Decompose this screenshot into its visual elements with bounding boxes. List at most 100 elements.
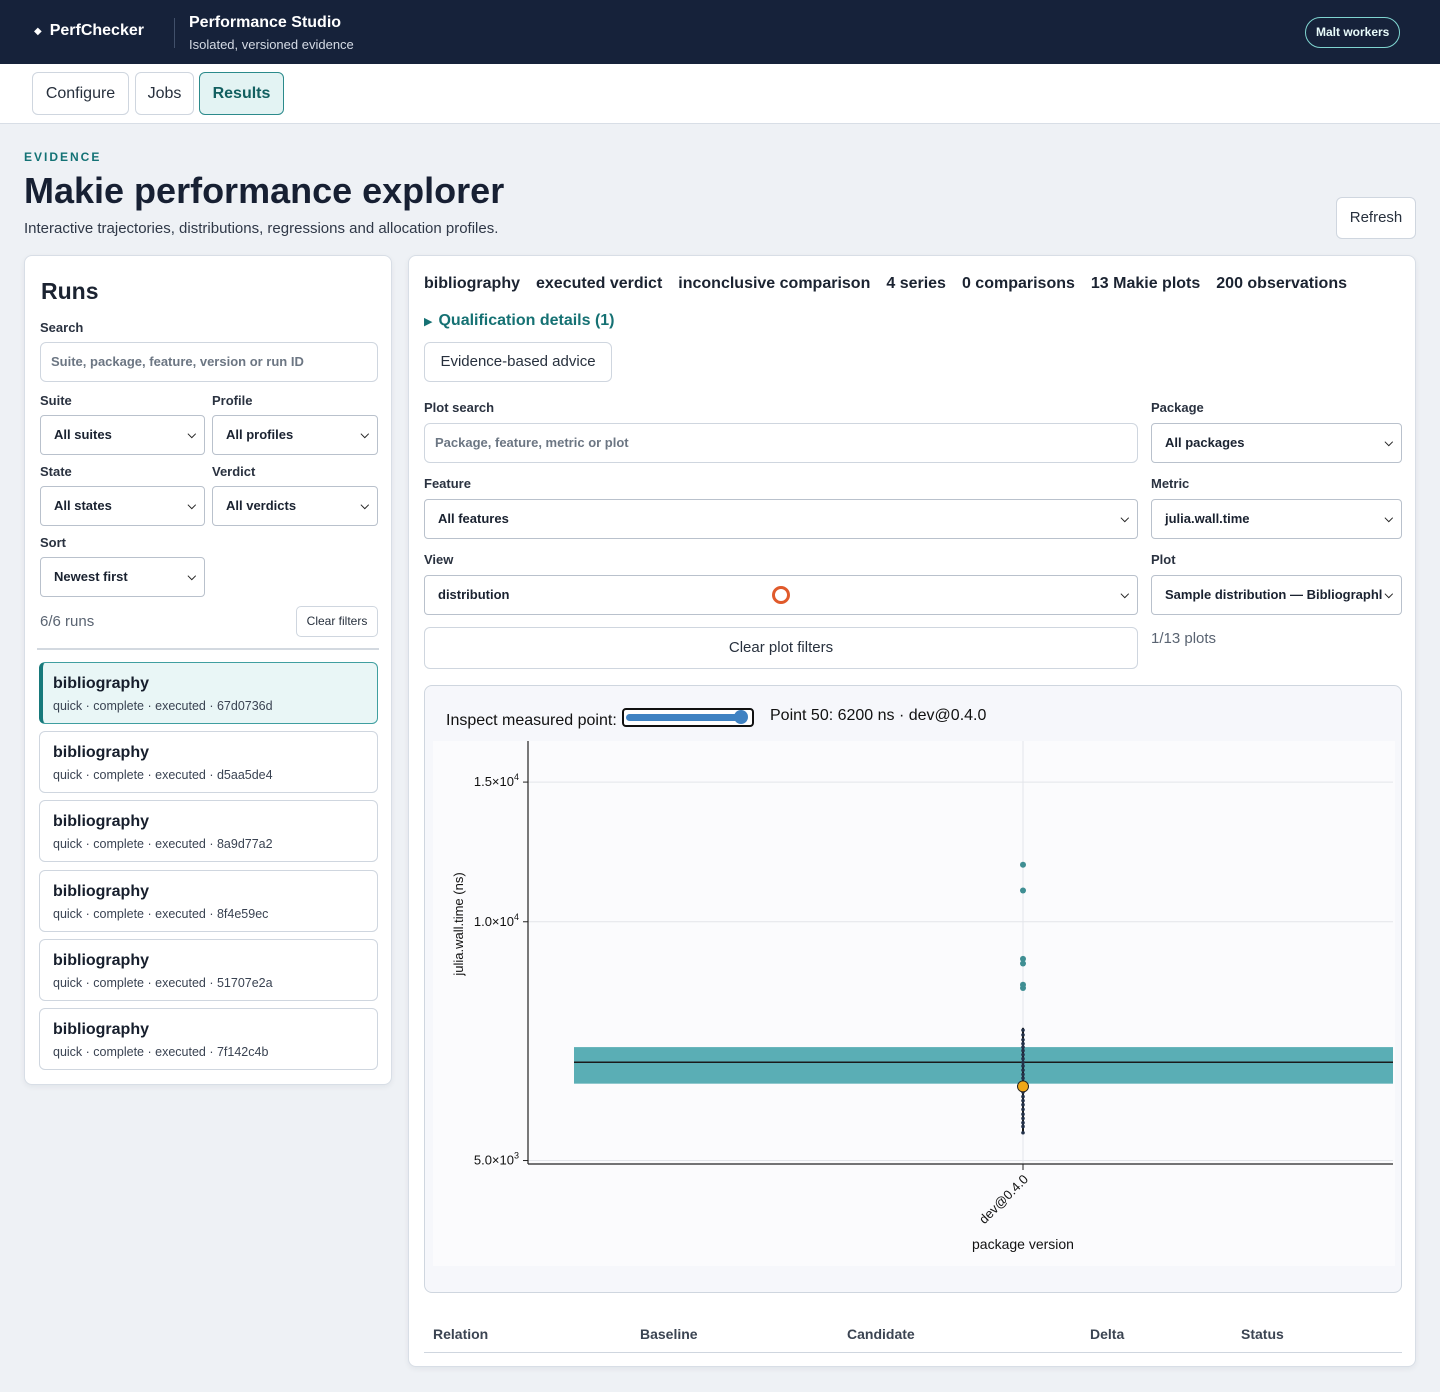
run-card[interactable]: bibliography quick · complete · executed… bbox=[39, 800, 378, 862]
metric-select[interactable]: julia.wall.time ⌵ bbox=[1151, 499, 1402, 539]
profile-select[interactable]: All profiles ⌵ bbox=[212, 415, 378, 455]
sort-label: Sort bbox=[40, 535, 66, 550]
sort-select[interactable]: Newest first ⌵ bbox=[40, 557, 205, 597]
chart-background bbox=[433, 741, 1395, 1266]
feature-label: Feature bbox=[424, 476, 471, 491]
outlier-point bbox=[1020, 887, 1026, 894]
data-point bbox=[1021, 1033, 1025, 1037]
data-point bbox=[1021, 1112, 1025, 1116]
profile-label: Profile bbox=[212, 393, 253, 408]
run-name: bibliography bbox=[53, 675, 149, 692]
run-card[interactable]: bibliography quick · complete · executed… bbox=[39, 870, 378, 932]
chevron-down-icon: ⌵ bbox=[187, 571, 196, 583]
summary-series: 4 series bbox=[886, 275, 946, 292]
plot-label: Plot bbox=[1151, 552, 1176, 567]
chevron-down-icon: ⌵ bbox=[1384, 437, 1393, 449]
brand-name: PerfChecker bbox=[49, 22, 144, 39]
data-point bbox=[1021, 1068, 1025, 1072]
run-card[interactable]: bibliography quick · complete · executed… bbox=[39, 731, 378, 793]
run-meta: quick · complete · executed · 51707e2a bbox=[53, 976, 273, 990]
verdict-label: Verdict bbox=[212, 464, 256, 479]
data-point bbox=[1021, 1072, 1025, 1077]
run-card[interactable]: bibliography quick · complete · executed… bbox=[39, 939, 378, 1001]
column-baseline: Baseline bbox=[640, 1326, 698, 1342]
suite-select[interactable]: All suites ⌵ bbox=[40, 415, 205, 455]
top-bar: ◆ PerfChecker Performance Studio Isolate… bbox=[0, 0, 1440, 64]
package-select[interactable]: All packages ⌵ bbox=[1151, 423, 1402, 463]
run-card[interactable]: bibliography quick · complete · executed… bbox=[39, 662, 378, 724]
chevron-down-icon: ⌵ bbox=[1120, 513, 1129, 525]
box-layer bbox=[574, 1027, 1393, 1133]
refresh-button[interactable]: Refresh bbox=[1336, 197, 1416, 239]
slider-thumb[interactable] bbox=[734, 710, 748, 724]
outlier-point bbox=[1020, 861, 1026, 868]
clear-filters-button[interactable]: Clear filters bbox=[296, 606, 378, 637]
data-point bbox=[1021, 1037, 1025, 1042]
divider bbox=[174, 18, 175, 48]
runs-count: 6/6 runs bbox=[40, 613, 95, 630]
run-search-input[interactable]: Suite, package, feature, version or run … bbox=[40, 342, 378, 382]
data-point bbox=[1021, 1098, 1025, 1103]
brand[interactable]: ◆ PerfChecker bbox=[34, 22, 144, 40]
outlier-point bbox=[1020, 981, 1026, 988]
outlier-point bbox=[1020, 955, 1026, 962]
view-select[interactable]: distribution ⌵ bbox=[424, 575, 1138, 615]
outlier-point bbox=[1020, 960, 1026, 967]
chevron-down-icon: ⌵ bbox=[1382, 576, 1393, 614]
plot-select-value: Sample distribution — Bibliographl bbox=[1165, 587, 1383, 602]
summary-comparisons: 0 comparisons bbox=[961, 275, 1075, 292]
cursor-indicator-icon bbox=[772, 586, 790, 604]
state-select[interactable]: All states ⌵ bbox=[40, 486, 205, 526]
run-meta: quick · complete · executed · 8f4e59ec bbox=[53, 907, 269, 921]
page-title: Makie performance explorer bbox=[24, 170, 505, 211]
run-meta: quick · complete · executed · 67d0736d bbox=[53, 699, 273, 713]
run-name: bibliography bbox=[53, 813, 149, 830]
diamond-icon: ◆ bbox=[34, 25, 42, 37]
qualification-label: Qualification details (1) bbox=[438, 312, 615, 329]
tab-jobs[interactable]: Jobs bbox=[135, 72, 194, 115]
page-subtitle: Interactive trajectories, distributions,… bbox=[24, 220, 499, 237]
plots-count: 1/13 plots bbox=[1151, 630, 1217, 647]
data-point bbox=[1021, 1102, 1025, 1107]
qualification-details-toggle[interactable]: ▶ Qualification details (1) bbox=[424, 312, 615, 330]
run-card[interactable]: bibliography quick · complete · executed… bbox=[39, 1008, 378, 1070]
data-point bbox=[1021, 1041, 1025, 1046]
plot-search-input[interactable]: Package, feature, metric or plot bbox=[424, 423, 1138, 463]
run-meta: quick · complete · executed · d5aa5de4 bbox=[53, 768, 273, 782]
chevron-down-icon: ⌵ bbox=[360, 429, 369, 441]
sort-select-value: Newest first bbox=[54, 569, 128, 584]
runs-panel: Runs Search Suite, package, feature, ver… bbox=[24, 255, 392, 1085]
data-point bbox=[1021, 1064, 1025, 1068]
verdict-select[interactable]: All verdicts ⌵ bbox=[212, 486, 378, 526]
plot-select[interactable]: Sample distribution — Bibliographl ⌵ bbox=[1151, 575, 1402, 615]
data-point bbox=[1021, 1107, 1025, 1112]
package-label: Package bbox=[1151, 400, 1204, 415]
column-status: Status bbox=[1241, 1326, 1284, 1342]
summary-suite: bibliography bbox=[424, 275, 520, 292]
points-layer bbox=[1017, 861, 1029, 1135]
feature-select[interactable]: All features ⌵ bbox=[424, 499, 1138, 539]
metric-label: Metric bbox=[1151, 476, 1190, 491]
advice-button[interactable]: Evidence-based advice bbox=[424, 342, 612, 382]
y-axis-label: julia.wall.time (ns) bbox=[451, 872, 466, 976]
caret-right-icon: ▶ bbox=[424, 316, 433, 328]
tab-configure[interactable]: Configure bbox=[32, 72, 129, 115]
run-name: bibliography bbox=[53, 883, 149, 900]
tab-results[interactable]: Results bbox=[199, 72, 284, 115]
point-slider[interactable] bbox=[622, 708, 754, 727]
profile-select-value: All profiles bbox=[226, 427, 294, 442]
data-point bbox=[1021, 1116, 1025, 1121]
feature-select-value: All features bbox=[438, 511, 509, 526]
workers-button[interactable]: Malt workers bbox=[1305, 17, 1401, 48]
summary-comparison: inconclusive comparison bbox=[678, 275, 871, 292]
data-point bbox=[1021, 1124, 1025, 1129]
run-name: bibliography bbox=[53, 1021, 149, 1038]
data-point bbox=[1021, 1045, 1025, 1049]
chevron-down-icon: ⌵ bbox=[187, 500, 196, 512]
summary-observations: 200 observations bbox=[1216, 275, 1347, 292]
clear-plot-filters-button[interactable]: Clear plot filters bbox=[424, 627, 1138, 669]
suite-label: Suite bbox=[40, 393, 72, 408]
view-select-value: distribution bbox=[438, 587, 510, 602]
package-select-value: All packages bbox=[1165, 435, 1245, 450]
data-point bbox=[1021, 1052, 1025, 1057]
